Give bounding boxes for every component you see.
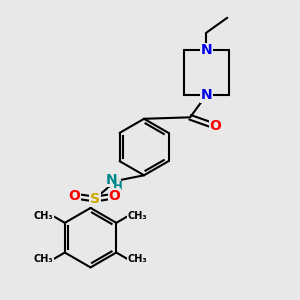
Text: CH₃: CH₃	[34, 254, 53, 264]
Text: O: O	[209, 119, 221, 133]
Text: N: N	[201, 88, 212, 102]
Text: N: N	[106, 173, 117, 187]
Text: CH₃: CH₃	[34, 211, 53, 221]
Text: O: O	[68, 189, 80, 203]
Text: O: O	[108, 189, 120, 203]
Text: CH₃: CH₃	[128, 211, 148, 221]
Text: S: S	[90, 192, 100, 206]
Text: N: N	[201, 44, 212, 57]
Text: CH₃: CH₃	[128, 254, 148, 264]
Text: H: H	[113, 180, 123, 193]
